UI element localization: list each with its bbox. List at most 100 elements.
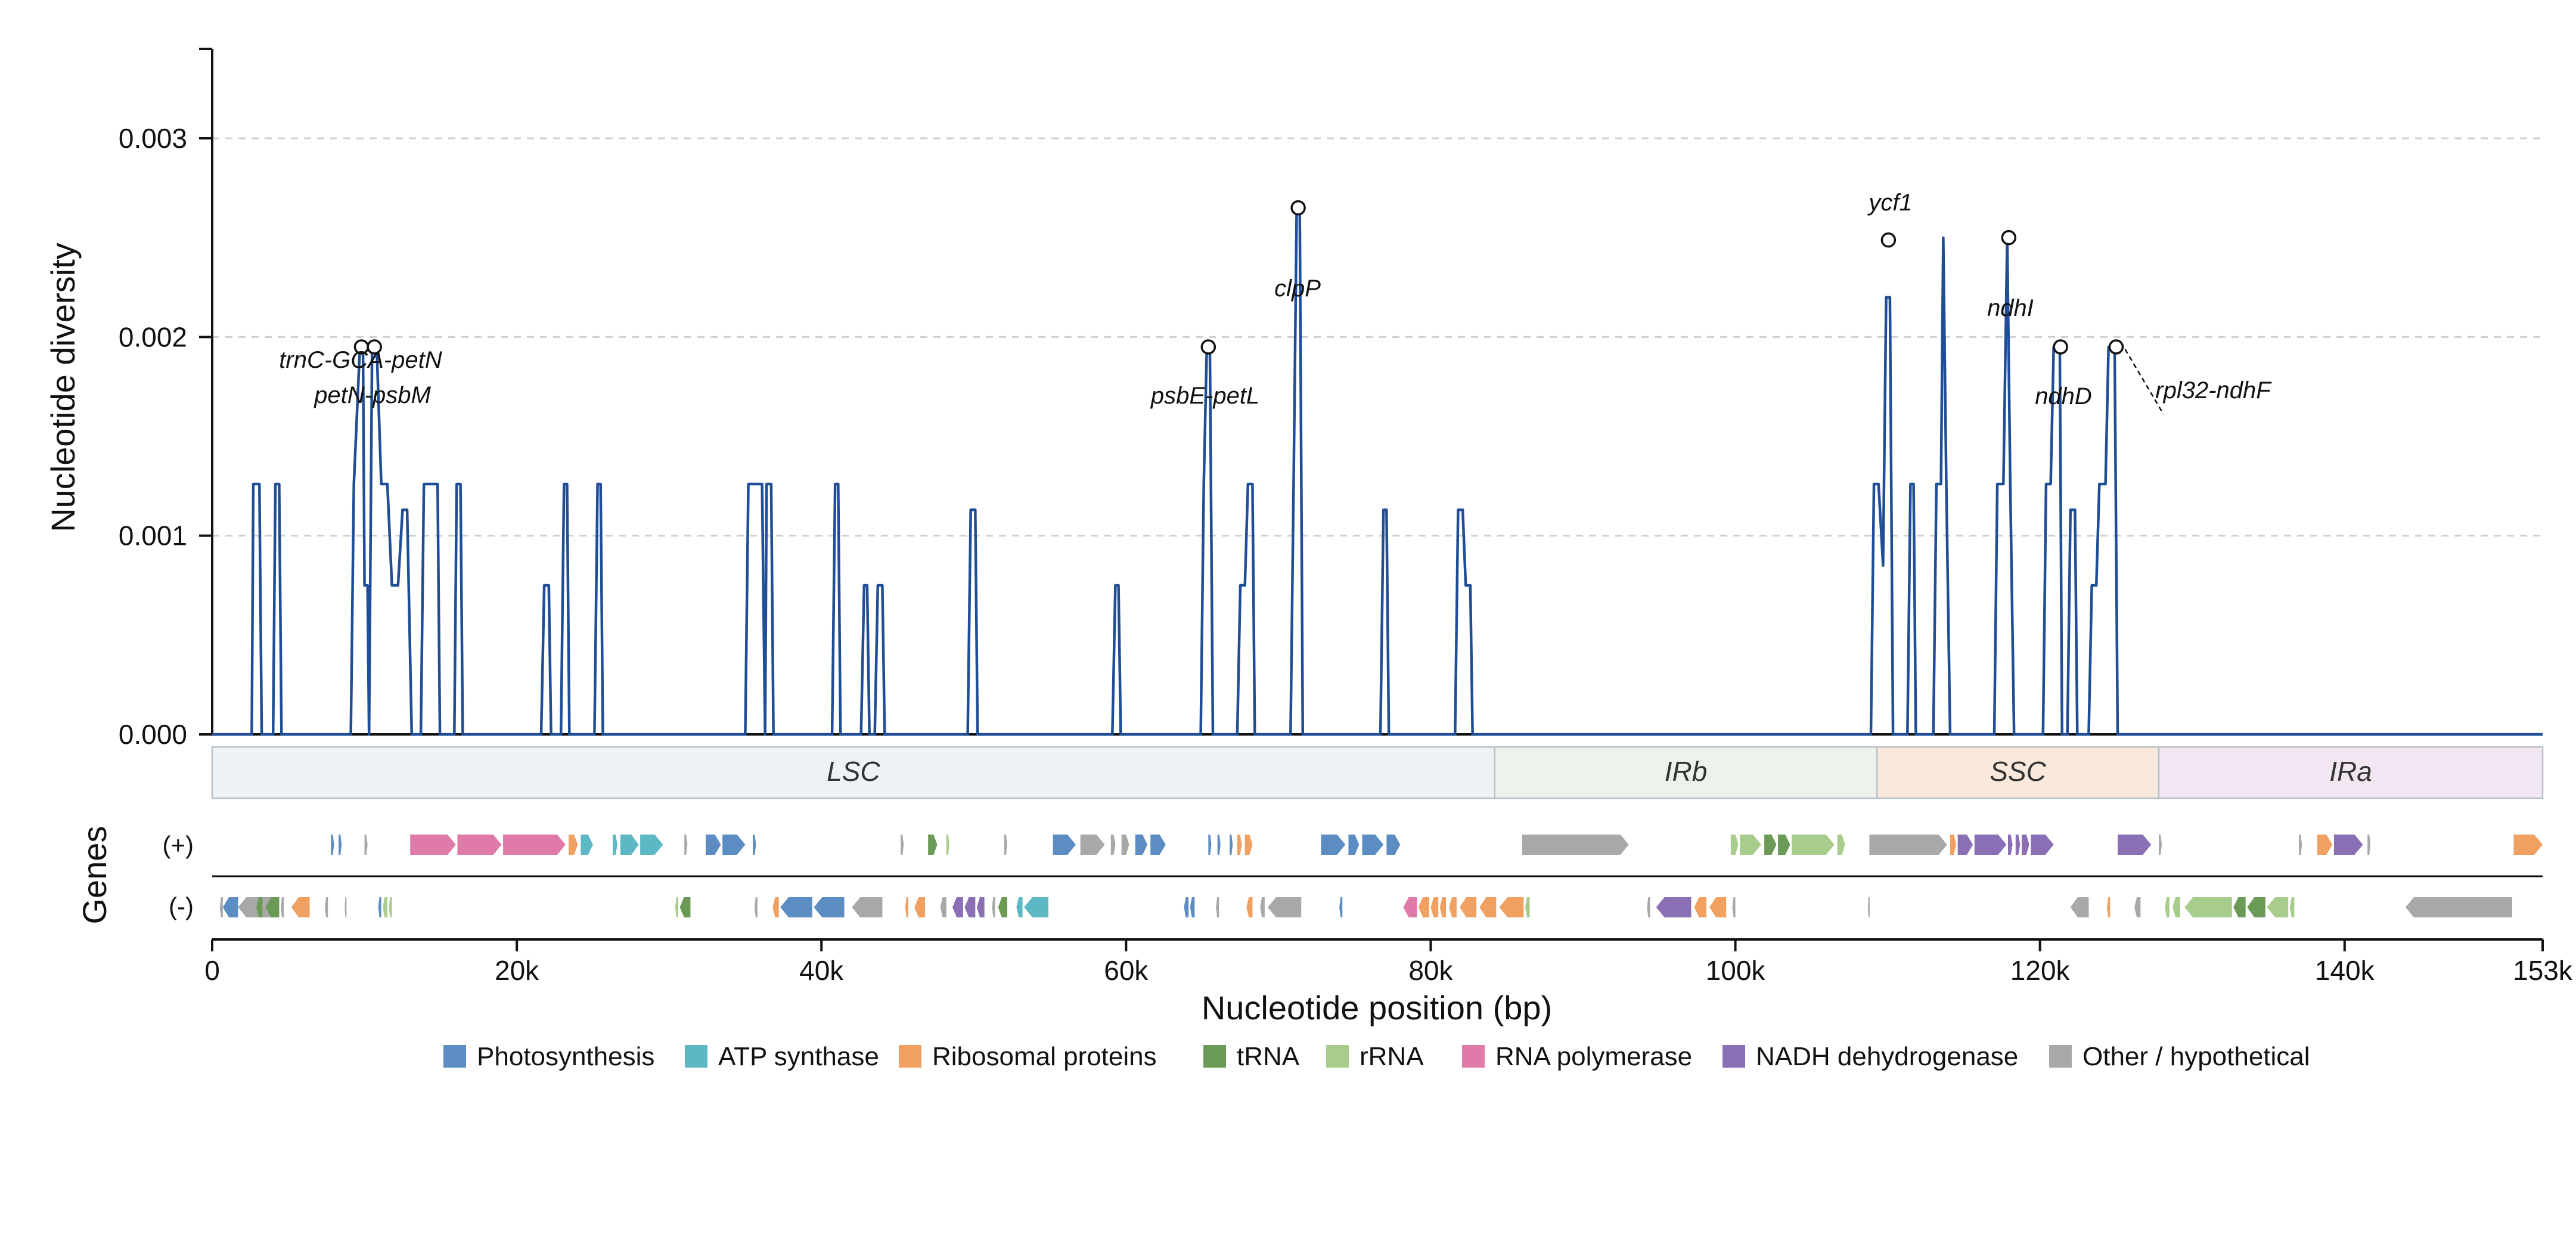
- genome-regions: LSC IRb SSC IRa: [211, 746, 2544, 799]
- gene-plus-strand: [2299, 835, 2302, 855]
- strand-label-plus: (+): [163, 831, 194, 859]
- peak-marker: [367, 339, 382, 355]
- gene-minus-strand: [952, 897, 963, 917]
- gene-plus-strand: [457, 835, 502, 855]
- gene-minus-strand: [814, 897, 845, 917]
- gene-plus-strand: [1778, 835, 1790, 855]
- gene-minus-strand: [1403, 897, 1417, 917]
- gene-minus-strand: [1525, 897, 1530, 917]
- gene-plus-strand: [1730, 835, 1739, 855]
- gene-minus-strand: [1499, 897, 1524, 917]
- gene-plus-strand: [2008, 835, 2013, 855]
- peak-marker: [2108, 339, 2124, 355]
- peak-marker: [1200, 339, 1216, 355]
- gene-minus-strand: [2172, 897, 2180, 917]
- gene-plus-strand: [2513, 835, 2543, 855]
- legend-swatch: [899, 1045, 921, 1068]
- gene-minus-strand: [1479, 897, 1497, 917]
- gene-plus-strand: [410, 835, 456, 855]
- region-lsc: [211, 746, 1496, 799]
- x-axis-title: Nucleotide position (bp): [1202, 989, 1552, 1026]
- region-ira: [2158, 746, 2544, 799]
- gene-minus-strand: [2070, 897, 2089, 917]
- legend-label: Ribosomal proteins: [932, 1042, 1157, 1071]
- x-tick-label: 153k: [2513, 955, 2573, 986]
- x-tick-label: 120k: [2010, 955, 2071, 986]
- annotation-leader-line: [2120, 342, 2165, 415]
- gene-plus-strand: [1957, 835, 1973, 855]
- gene-plus-strand: [1869, 835, 1947, 855]
- gene-plus-strand: [928, 835, 938, 855]
- y-tick-label: 0.001: [119, 520, 187, 551]
- y-tick-label: 0.002: [119, 321, 187, 352]
- gene-minus-strand: [219, 897, 223, 917]
- region-label: IRb: [1665, 756, 1708, 787]
- gene-tracks: [212, 835, 2543, 917]
- y-tick-label: 0.003: [119, 123, 187, 154]
- x-tick-label: 0: [204, 955, 220, 986]
- legend-swatch: [1462, 1045, 1485, 1068]
- peak-marker: [1880, 232, 1897, 248]
- x-tick-label: 100k: [1706, 955, 1766, 986]
- gene-minus-strand: [1694, 897, 1706, 917]
- gene-plus-strand: [1522, 835, 1629, 855]
- gene-minus-strand: [325, 897, 328, 917]
- gene-minus-strand: [281, 897, 284, 917]
- gene-plus-strand: [1080, 835, 1105, 855]
- gene-minus-strand: [2165, 897, 2170, 917]
- gene-minus-strand: [1246, 897, 1253, 917]
- gene-minus-strand: [291, 897, 310, 917]
- gene-minus-strand: [1016, 897, 1023, 917]
- gene-plus-strand: [2031, 835, 2054, 855]
- strand-label-minus: (-): [169, 892, 194, 920]
- gene-plus-strand: [620, 835, 639, 855]
- gene-plus-strand: [339, 835, 342, 855]
- gene-minus-strand: [1184, 897, 1189, 917]
- gene-plus-strand: [1244, 835, 1253, 855]
- legend-swatch: [685, 1045, 707, 1068]
- gene-minus-strand: [1732, 897, 1736, 917]
- gene-plus-strand: [1217, 835, 1221, 855]
- gene-plus-strand: [640, 835, 663, 855]
- gene-minus-strand: [2134, 897, 2141, 917]
- gene-plus-strand: [1110, 835, 1116, 855]
- legend-label: rRNA: [1360, 1042, 1424, 1071]
- legend-label: Other / hypothetical: [2082, 1042, 2310, 1071]
- legend-swatch: [1203, 1045, 1226, 1068]
- gene-minus-strand: [1439, 897, 1446, 917]
- genes-track-title: Genes: [76, 826, 113, 925]
- gene-minus-strand: [1460, 897, 1477, 917]
- gene-plus-strand: [1321, 835, 1346, 855]
- gene-minus-strand: [992, 897, 995, 917]
- gene-minus-strand: [2247, 897, 2265, 917]
- diversity-line: [212, 206, 2543, 736]
- gene-plus-strand: [901, 835, 904, 855]
- peak-label: rpl32-ndhF: [2155, 377, 2272, 404]
- legend-label: tRNA: [1237, 1042, 1300, 1071]
- x-tick-label: 40k: [799, 955, 844, 986]
- region-label: IRa: [2329, 756, 2372, 787]
- gene-minus-strand: [2107, 897, 2111, 917]
- peak-marker: [2001, 229, 2017, 246]
- gene-plus-strand: [1740, 835, 1761, 855]
- gene-plus-strand: [1150, 835, 1166, 855]
- gene-plus-strand: [753, 835, 756, 855]
- legend-swatch: [443, 1045, 466, 1068]
- peak-label: ycf1: [1867, 190, 1912, 216]
- gene-minus-strand: [940, 897, 946, 917]
- peak-label: ndhI: [1987, 295, 2034, 321]
- gene-minus-strand: [1709, 897, 1727, 917]
- gene-plus-strand: [581, 835, 593, 855]
- peak-marker: [1290, 200, 1306, 216]
- gene-minus-strand: [222, 897, 238, 917]
- x-axis: 0 20k 40k 60k 80k 100k 120k 140k 153k: [204, 938, 2573, 986]
- gene-plus-strand: [1792, 835, 1835, 855]
- legend-label: ATP synthase: [718, 1042, 879, 1071]
- gene-plus-strand: [1208, 835, 1212, 855]
- diversity-series-line: [212, 206, 2543, 736]
- region-label: SSC: [1990, 756, 2046, 787]
- legend-swatch: [2049, 1045, 2072, 1068]
- gene-plus-strand: [2118, 835, 2152, 855]
- gene-plus-strand: [1764, 835, 1777, 855]
